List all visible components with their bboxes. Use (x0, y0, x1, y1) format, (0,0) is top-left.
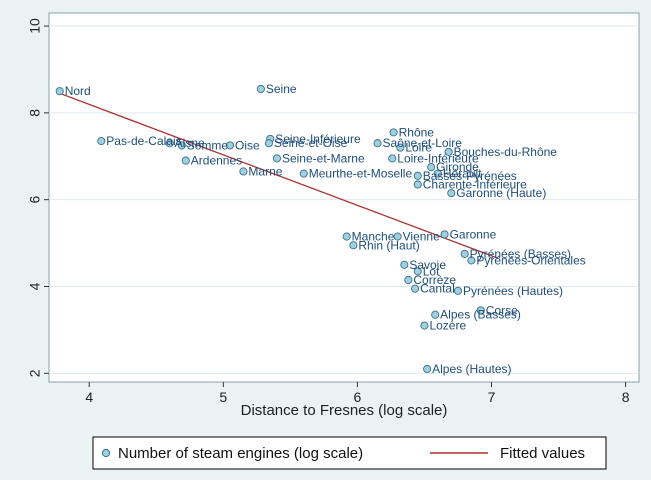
data-point (433, 169, 442, 178)
data-point (349, 241, 358, 250)
data-point (55, 87, 64, 96)
point-label: Loire (405, 141, 432, 155)
data-point (373, 139, 382, 148)
data-point (420, 321, 429, 330)
data-point (225, 141, 235, 150)
point-label: Pyrénées-Orientales (476, 253, 585, 267)
point-label: Seine (266, 82, 297, 96)
data-point (413, 171, 422, 180)
point-label: Rhin (Haut) (358, 238, 419, 252)
legend: Number of steam engines (log scale) Fitt… (92, 436, 607, 470)
point-label: Seine-Inférieure (275, 132, 361, 146)
data-point (476, 306, 485, 315)
data-point (467, 256, 476, 265)
data-point (453, 286, 463, 295)
data-point (342, 232, 351, 241)
data-point (413, 267, 422, 276)
point-label: Pyrénées (Hautes) (463, 284, 563, 298)
data-point (389, 128, 398, 137)
point-label: Manche (352, 230, 395, 244)
point-label: Pyrénées (Basses) (470, 247, 571, 261)
legend-label-steam-engines: Number of steam engines (log scale) (118, 445, 363, 462)
x-tick-label: 8 (622, 389, 630, 405)
legend-box (92, 436, 607, 470)
data-point (460, 249, 469, 258)
point-label: Cantal (420, 282, 455, 296)
x-tick-label: 4 (85, 389, 93, 405)
data-point (413, 180, 422, 189)
point-label: Ardennes (191, 154, 242, 168)
data-point (165, 139, 174, 148)
point-label: Savoie (409, 258, 446, 272)
data-point (404, 275, 413, 285)
fitted-values-line-group (59, 92, 499, 259)
x-tick-label: 7 (488, 389, 496, 405)
data-point (427, 163, 436, 172)
point-label: Seine-et-Oise (274, 136, 348, 150)
data-point (444, 147, 453, 156)
point-label: Bouches-du-Rhône (454, 145, 558, 159)
point-label: Loire-Inférieure (397, 151, 479, 165)
fitted-values-line (59, 92, 499, 259)
point-label: Garonne (Haute) (456, 186, 546, 200)
data-point (388, 154, 397, 163)
point-label: Seine-et-Marne (282, 151, 365, 165)
point-label: Rhône (399, 125, 435, 139)
point-label: Alpes (Hautes) (432, 362, 511, 376)
y-tick-label: 10 (27, 18, 43, 34)
data-point (181, 156, 190, 165)
plot-area (48, 12, 640, 383)
point-label: Nord (65, 84, 91, 98)
data-point (97, 137, 106, 146)
point-label: Oise (235, 138, 260, 152)
point-label: Corse (486, 303, 518, 317)
data-point (431, 310, 440, 319)
x-axis-title: Distance to Fresnes (log scale) (241, 402, 448, 419)
data-point (400, 260, 409, 269)
point-label: Marne (248, 164, 282, 178)
data-point (264, 139, 273, 148)
point-label: Gironde (436, 160, 479, 174)
point-label: Lot (423, 264, 440, 278)
point-label: Corrèze (413, 273, 456, 287)
y-tick-label: 8 (27, 109, 43, 117)
data-point (177, 141, 186, 150)
point-label: Alpes (Basses) (440, 308, 521, 322)
point-label: Garonne (450, 227, 497, 241)
data-point (423, 364, 432, 374)
data-point (396, 143, 405, 152)
data-point (393, 232, 402, 241)
data-point (272, 154, 282, 163)
data-point (256, 84, 265, 94)
point-label: Aisne (175, 136, 205, 150)
data-point (239, 167, 248, 176)
data-points (55, 84, 485, 374)
data-point (411, 284, 420, 293)
point-label: Vienne (403, 230, 440, 244)
legend-label-fitted-values: Fitted values (500, 445, 585, 462)
y-tick-label: 6 (27, 196, 43, 204)
data-point (440, 230, 449, 239)
data-point (447, 189, 456, 198)
point-label: Somme (187, 138, 229, 152)
y-tick-label: 2 (27, 369, 43, 377)
point-label: Pas-de-Calais (106, 134, 181, 148)
legend-marker-steam-engines (101, 448, 111, 458)
point-label: Basses-Pyrénées (423, 169, 517, 183)
axes: 2 4 6 8 10 4 5 6 7 8 (27, 18, 630, 405)
x-tick-label: 5 (219, 389, 227, 405)
point-label: Lozère (429, 319, 466, 333)
point-label: Meurthe-et-Moselle (309, 167, 413, 181)
point-label: Hérault (443, 167, 482, 181)
point-label: Saône-et-Loire (383, 136, 463, 150)
point-label: Charente-Inférieure (423, 177, 527, 191)
data-point (299, 169, 308, 178)
x-tick-label: 6 (354, 389, 362, 405)
y-tick-label: 4 (27, 282, 43, 290)
